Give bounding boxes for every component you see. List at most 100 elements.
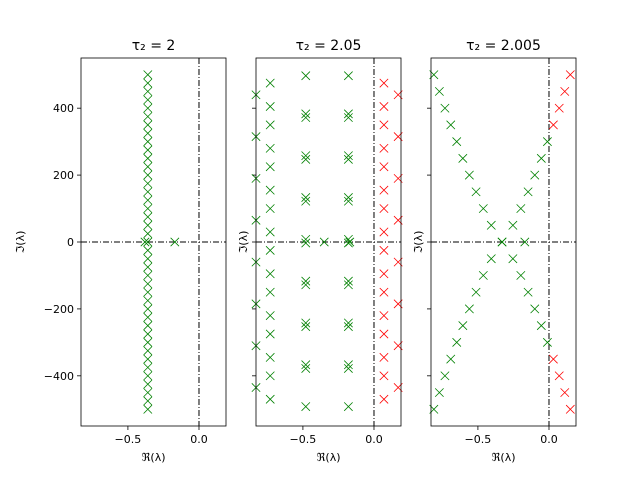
- marker: [301, 113, 311, 123]
- marker: [343, 109, 353, 119]
- marker: [434, 388, 444, 398]
- marker: [379, 269, 389, 279]
- marker: [343, 193, 353, 202]
- marker: [343, 234, 353, 244]
- x-tick-label: 0.0: [540, 433, 558, 446]
- marker: [143, 170, 153, 180]
- marker: [265, 120, 275, 130]
- marker: [446, 120, 456, 130]
- marker: [452, 137, 462, 147]
- marker: [548, 354, 558, 364]
- marker: [143, 404, 153, 414]
- marker: [523, 287, 533, 297]
- marker: [301, 318, 311, 328]
- marker: [143, 287, 153, 297]
- marker: [379, 227, 389, 237]
- marker: [516, 270, 526, 280]
- marker: [343, 71, 353, 81]
- marker: [343, 402, 353, 412]
- marker: [143, 396, 153, 406]
- marker: [464, 304, 474, 314]
- marker: [497, 237, 507, 247]
- marker: [265, 185, 275, 195]
- marker: [343, 154, 353, 164]
- marker: [265, 102, 275, 111]
- marker: [536, 321, 546, 331]
- marker: [143, 279, 153, 289]
- marker: [143, 379, 153, 389]
- marker: [379, 352, 389, 362]
- marker: [265, 204, 275, 214]
- marker: [143, 337, 153, 347]
- y-axis-label: ℑ(λ): [237, 231, 250, 254]
- x-axis-label: ℜ(λ): [141, 451, 165, 464]
- axes-frame: [80, 57, 227, 427]
- marker: [143, 120, 153, 130]
- marker: [143, 220, 153, 230]
- marker: [143, 354, 153, 364]
- y-tick-label: −200: [44, 303, 74, 316]
- marker: [379, 102, 389, 111]
- marker: [143, 137, 153, 147]
- panel-title: τ₂ = 2.05: [296, 38, 362, 54]
- marker: [560, 388, 570, 398]
- marker: [343, 280, 353, 290]
- marker: [565, 70, 575, 80]
- marker: [301, 238, 311, 248]
- x-tick-label: −0.5: [290, 433, 317, 446]
- marker: [471, 187, 481, 197]
- y-tick-label: −400: [44, 370, 74, 383]
- marker: [143, 245, 153, 255]
- marker: [143, 229, 153, 239]
- marker: [143, 262, 153, 272]
- marker: [464, 170, 474, 180]
- marker: [143, 304, 153, 314]
- marker: [523, 187, 533, 197]
- marker: [516, 204, 526, 214]
- marker: [446, 354, 456, 364]
- marker: [508, 254, 518, 264]
- marker: [265, 287, 275, 297]
- x-tick-label: 0.0: [190, 433, 208, 446]
- y-axis-label: ℑ(λ): [14, 231, 27, 254]
- marker: [343, 196, 353, 206]
- marker: [143, 195, 153, 205]
- marker: [560, 86, 570, 96]
- marker: [143, 187, 153, 197]
- marker: [265, 329, 275, 339]
- marker: [379, 143, 389, 153]
- marker: [140, 237, 150, 247]
- marker: [301, 151, 311, 161]
- x-tick-label: −0.5: [465, 433, 492, 446]
- marker: [343, 113, 353, 123]
- marker: [265, 269, 275, 279]
- y-tick-label: 200: [53, 169, 74, 182]
- marker: [301, 276, 311, 286]
- marker: [452, 337, 462, 347]
- x-tick-label: 0.0: [365, 433, 383, 446]
- panel-title: τ₂ = 2.005: [466, 38, 541, 54]
- marker: [143, 78, 153, 88]
- marker: [301, 234, 311, 244]
- marker: [343, 360, 353, 370]
- x-axis-label: ℜ(λ): [316, 451, 340, 464]
- marker: [440, 103, 450, 113]
- marker: [265, 352, 275, 362]
- marker: [343, 276, 353, 286]
- marker: [554, 103, 564, 113]
- marker: [379, 185, 389, 195]
- marker: [530, 304, 540, 314]
- marker: [265, 227, 275, 237]
- marker: [379, 162, 389, 172]
- marker: [379, 329, 389, 339]
- marker: [143, 145, 153, 155]
- axes-frame: [255, 57, 402, 427]
- marker: [143, 312, 153, 322]
- marker: [554, 371, 564, 381]
- marker: [143, 321, 153, 331]
- marker: [143, 371, 153, 381]
- marker: [143, 112, 153, 122]
- marker: [478, 270, 488, 280]
- marker: [440, 371, 450, 381]
- marker: [343, 151, 353, 161]
